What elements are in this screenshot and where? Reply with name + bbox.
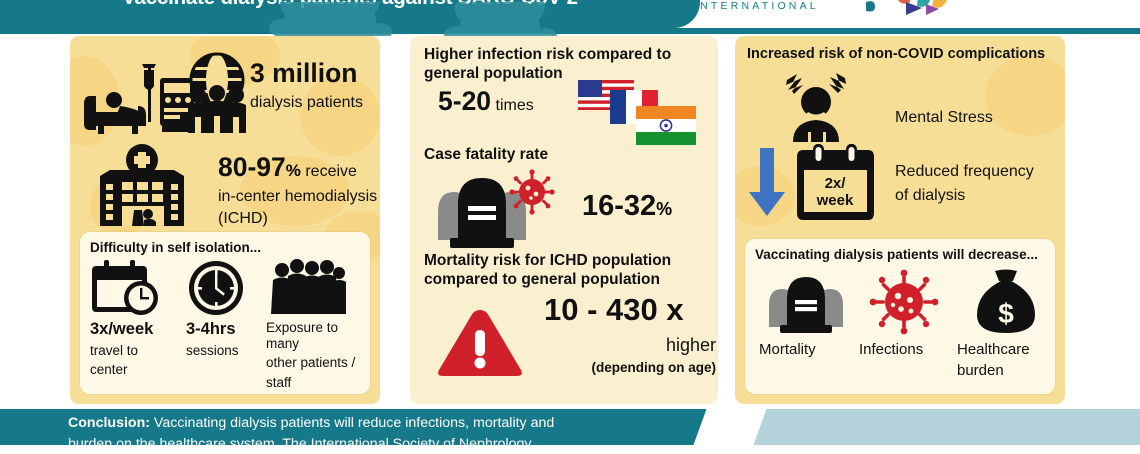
infection-risk-unit: times <box>491 97 534 114</box>
virus-icon <box>509 169 555 215</box>
conclusion-label: Conclusion: <box>68 415 150 431</box>
calendar-clock-icon <box>92 260 158 315</box>
conclusion-line2: burden on the healthcare system. The Int… <box>68 435 532 452</box>
case-fatality-number: 16-32 <box>582 190 657 222</box>
crowd-icon-group <box>270 258 346 316</box>
header-bar: Vaccinate dialysis patients against SARS… <box>0 0 700 36</box>
infection-risk-title-line1: Higher infection risk compared to <box>424 46 672 63</box>
clock-icon <box>189 261 243 315</box>
left-panel: 3 million dialysis patients <box>70 36 380 404</box>
stat2-line3: (ICHD) <box>218 209 268 227</box>
warning-icon-group <box>434 304 526 382</box>
warning-triangle-icon <box>438 310 522 376</box>
right-panel-title: Increased risk of non-COVID complication… <box>747 46 1046 62</box>
calendar-clock-icon-group <box>92 260 164 316</box>
case-fatality-title: Case fatality rate <box>424 146 549 163</box>
infection-risk-number: 5-20 <box>438 86 492 116</box>
tombstones-icon-group <box>767 271 845 333</box>
isolation-item-3-line1: Exposure to many <box>266 320 339 352</box>
tombstones-virus-icon-group <box>432 168 562 250</box>
money-bag-icon: $ <box>977 269 1035 333</box>
conclusion-line1: Vaccinating dialysis patients will reduc… <box>149 415 555 431</box>
vaccination-decrease-card: Vaccinating dialysis patients will decre… <box>745 239 1055 394</box>
stat1-label: dialysis patients <box>250 93 363 111</box>
reduced-frequency-line1: Reduced frequency <box>895 163 1034 180</box>
case-fatality-unit: % <box>656 199 673 219</box>
decrease-card-title: Vaccinating dialysis patients will decre… <box>755 247 1038 262</box>
stat2-unit: % <box>285 161 301 180</box>
middle-panel: Higher infection risk compared to genera… <box>410 36 718 404</box>
stat2-number: 80-97 <box>218 152 286 182</box>
calendar-2x-week-icon-group: 2x/ week <box>797 144 875 220</box>
flags-group <box>578 72 703 152</box>
down-arrow-icon-group <box>749 148 787 218</box>
header-strip <box>0 28 1140 34</box>
isolation-item-1-bold: 3x/week <box>90 320 154 338</box>
infection-risk-title-line2: general population <box>424 65 563 82</box>
footer-bar: Conclusion: Vaccinating dialysis patient… <box>0 409 1140 452</box>
isolation-item-1-line2: center <box>90 362 128 378</box>
stat-dialysis-patients-icon-group <box>84 50 246 136</box>
stat2-line2: in-center hemodialysis <box>218 188 378 206</box>
dialysis-patient-globe-icon <box>84 52 246 134</box>
header-virus-watermark <box>180 2 700 36</box>
tombstones-virus-icon <box>438 169 555 248</box>
decrease-item-3-label-line1: Healthcare <box>957 341 1030 358</box>
mortality-risk-number: 10 - 430 x <box>544 292 684 327</box>
self-isolation-card: Difficulty in self isolation... <box>80 232 370 394</box>
down-arrow-icon <box>749 148 785 216</box>
clock-icon-group <box>188 260 244 316</box>
decrease-item-1-label: Mortality <box>759 341 816 358</box>
decrease-item-2-label: Infections <box>859 341 924 358</box>
stressed-person-icon-group <box>775 68 863 142</box>
tombstones-icon <box>769 277 843 333</box>
isolation-item-2-line1: sessions <box>186 343 239 359</box>
calendar-line2: week <box>816 192 854 209</box>
kidney-logo-sub: INTERNATIONAL <box>694 0 819 12</box>
crowd-of-people-icon <box>271 259 346 314</box>
isolation-item-3-line2: other patients / <box>266 355 356 371</box>
stressed-person-icon <box>786 73 846 142</box>
india-flag-icon <box>636 106 696 145</box>
stat2-suffix: receive <box>300 163 357 180</box>
hospital-icon-group <box>92 144 192 226</box>
reduced-frequency-line2: of dialysis <box>895 187 966 205</box>
self-isolation-card-title: Difficulty in self isolation... <box>90 240 262 255</box>
conclusion-text: Conclusion: Vaccinating dialysis patient… <box>68 413 708 454</box>
virus-icon-group <box>869 269 939 335</box>
mental-stress-label: Mental Stress <box>895 109 993 126</box>
decrease-item-3-label-line2: burden <box>957 362 1004 379</box>
right-panel: Increased risk of non-COVID complication… <box>735 36 1065 404</box>
footer-left-band <box>0 409 745 445</box>
hospital-icon <box>100 144 184 226</box>
footer-right-band <box>740 409 1140 445</box>
virus-icon <box>869 269 939 335</box>
mortality-risk-sub2: (depending on age) <box>591 360 717 375</box>
stat1-number: 3 million <box>250 58 358 88</box>
mortality-risk-title-line1: Mortality risk for ICHD population <box>424 252 672 269</box>
calendar-line1: 2x/ <box>825 175 847 192</box>
kidney-logo-text: kidney <box>690 0 785 1</box>
dollar-sign: $ <box>998 298 1014 329</box>
isolation-item-1-line1: travel to <box>90 343 139 359</box>
isolation-item-2-bold: 3-4hrs <box>186 320 236 338</box>
mortality-risk-title-line2: compared to general population <box>424 271 660 288</box>
isolation-item-3-line3: staff <box>266 374 292 390</box>
money-bag-icon-group: $ <box>975 269 1037 335</box>
logo-group: kidney INTERNATIONAL INTERNATIONAL SOCIE… <box>680 0 1140 32</box>
calendar-icon: 2x/ week <box>797 144 874 220</box>
mortality-risk-sub1: higher <box>665 335 716 355</box>
usa-flag-icon <box>578 80 634 110</box>
